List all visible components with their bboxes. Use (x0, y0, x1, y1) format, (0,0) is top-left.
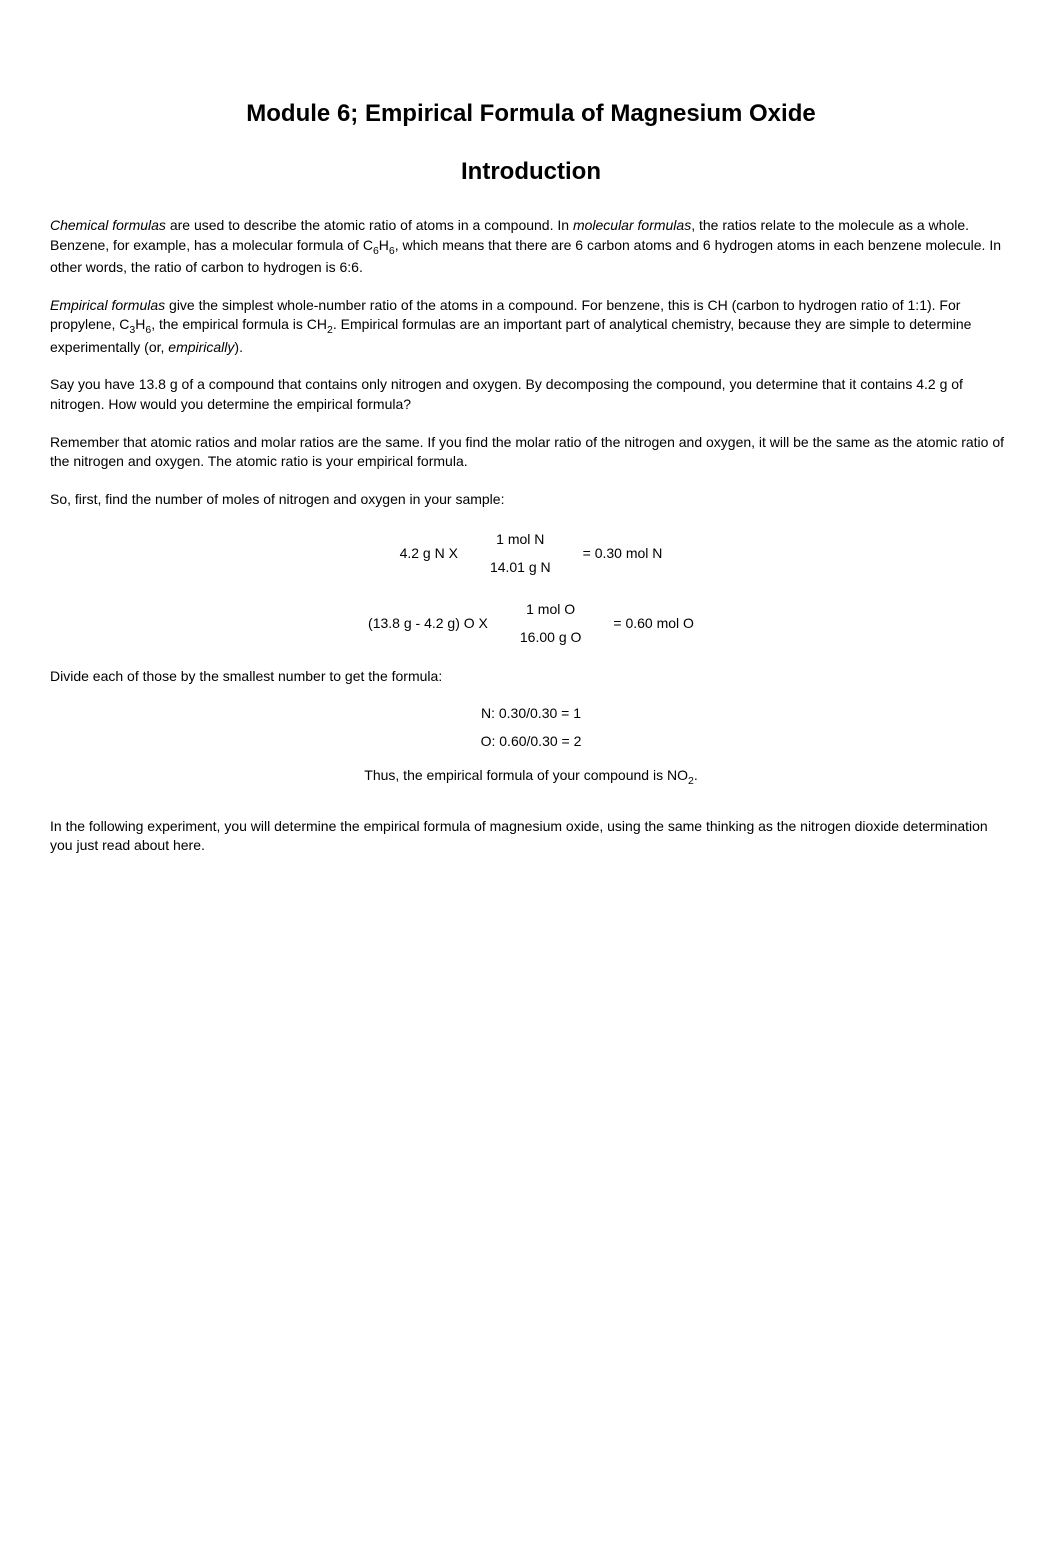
calc-numerator: 1 mol N (488, 527, 552, 553)
page-title: Module 6; Empirical Formula of Magnesium… (50, 100, 1012, 128)
paragraph-7: In the following experiment, you will de… (50, 817, 1012, 856)
calc-fraction: 1 mol N 14.01 g N (476, 527, 565, 579)
conclusion: Thus, the empirical formula of your comp… (50, 767, 1012, 787)
calculation-nitrogen: 4.2 g N X 1 mol N 14.01 g N = 0.30 mol N (50, 527, 1012, 579)
calc-left: (13.8 g - 4.2 g) O X (368, 615, 506, 631)
paragraph-3: Say you have 13.8 g of a compound that c… (50, 375, 1012, 414)
text: , the empirical formula is CH (151, 316, 327, 332)
calc-result: = 0.60 mol O (595, 615, 694, 631)
text: are used to describe the atomic ratio of… (166, 217, 573, 233)
text: H (135, 316, 145, 332)
paragraph-6: Divide each of those by the smallest num… (50, 667, 1012, 687)
calc-denominator: 16.00 g O (512, 623, 590, 649)
paragraph-1: Chemical formulas are used to describe t… (50, 216, 1012, 278)
term-empirically: empirically (168, 339, 234, 355)
term-molecular-formulas: molecular formulas (573, 217, 691, 233)
text: Thus, the empirical formula of your comp… (364, 767, 688, 783)
paragraph-4: Remember that atomic ratios and molar ra… (50, 433, 1012, 472)
calc-numerator: 1 mol O (518, 597, 583, 623)
term-empirical-formulas: Empirical formulas (50, 297, 165, 313)
text: . (694, 767, 698, 783)
calculation-oxygen: (13.8 g - 4.2 g) O X 1 mol O 16.00 g O =… (50, 597, 1012, 649)
section-heading: Introduction (50, 158, 1012, 186)
paragraph-2: Empirical formulas give the simplest who… (50, 296, 1012, 358)
text: H (379, 237, 389, 253)
term-chemical-formulas: Chemical formulas (50, 217, 166, 233)
calc-left: 4.2 g N X (400, 545, 476, 561)
calc-fraction: 1 mol O 16.00 g O (506, 597, 596, 649)
paragraph-5: So, first, find the number of moles of n… (50, 490, 1012, 510)
text: ). (234, 339, 243, 355)
calc-denominator: 14.01 g N (482, 553, 559, 579)
ratio-nitrogen: N: 0.30/0.30 = 1 (50, 705, 1012, 721)
ratio-oxygen: O: 0.60/0.30 = 2 (50, 733, 1012, 749)
calc-result: = 0.30 mol N (565, 545, 663, 561)
